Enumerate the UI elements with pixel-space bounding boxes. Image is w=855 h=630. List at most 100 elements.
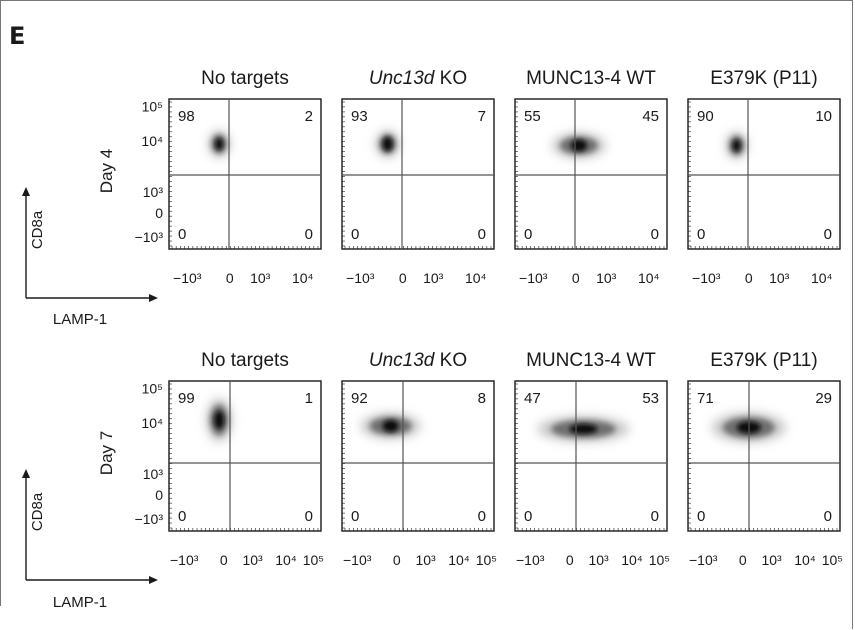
plot-frame <box>687 380 841 532</box>
quadrant-upper-left: 98 <box>178 108 195 125</box>
density-plot: 55 45 0 0 −10³ 0 10³ 10⁴ <box>514 98 668 286</box>
quadrant-lower-left: 0 <box>524 226 532 243</box>
quadrant-lower-left: 0 <box>178 226 186 243</box>
density-plot: 92 8 0 0 −10³ 0 10³ 10⁴ 10⁵ <box>341 380 497 568</box>
quadrant-lower-left: 0 <box>351 226 359 243</box>
x-axis-label: LAMP-1 <box>53 311 107 328</box>
density-core <box>214 411 225 429</box>
x-tick-label: 10⁴ <box>638 270 660 286</box>
quadrant-lower-left: 0 <box>697 508 705 525</box>
condition-title: MUNC13-4 WT <box>526 68 656 89</box>
x-tick-label: 0 <box>739 552 747 568</box>
x-tick-label: −10³ <box>689 552 718 568</box>
density-core <box>569 424 598 434</box>
density-core <box>732 139 741 152</box>
y-tick-label: −10³ <box>135 229 164 245</box>
condition-title: E379K (P11) <box>710 350 817 371</box>
quadrant-lower-right: 0 <box>305 226 313 243</box>
density-core <box>382 420 399 432</box>
x-tick-label: 10³ <box>423 270 444 286</box>
x-tick-label: 10⁵ <box>303 552 324 568</box>
x-tick-label: 10⁵ <box>649 552 670 568</box>
x-tick-label: 10³ <box>242 552 263 568</box>
density-plot: 47 53 0 0 −10³ 0 10³ 10⁴ 10⁵ <box>514 380 670 568</box>
x-tick-label: −10³ <box>346 270 375 286</box>
condition-title-text: No targets <box>201 68 289 89</box>
plot-frame <box>514 98 668 250</box>
x-tick-label: −10³ <box>519 270 548 286</box>
quadrant-upper-right: 8 <box>478 390 486 407</box>
quadrant-lower-right: 0 <box>651 226 659 243</box>
condition-title-text: E379K (P11) <box>710 68 817 89</box>
x-tick-label: 10³ <box>596 270 617 286</box>
x-tick-label: −10³ <box>173 270 202 286</box>
x-axis-arrow-head <box>149 576 158 584</box>
x-tick-label: 10³ <box>250 270 271 286</box>
density-plot: 71 29 0 0 −10³ 0 10³ 10⁴ 10⁵ <box>687 380 843 568</box>
density-plot: 90 10 0 0 −10³ 0 10³ 10⁴ <box>687 98 841 286</box>
x-tick-label: 10⁴ <box>465 270 487 286</box>
y-axis-arrow-head <box>22 187 30 196</box>
y-axis-label: CD8a <box>29 492 46 531</box>
quadrant-upper-left: 99 <box>178 390 195 407</box>
quadrant-upper-right: 53 <box>642 390 659 407</box>
quadrant-upper-left: 92 <box>351 390 368 407</box>
x-tick-label: 10³ <box>415 552 436 568</box>
quadrant-upper-left: 47 <box>524 390 541 407</box>
quadrant-lower-right: 0 <box>305 508 313 525</box>
x-tick-label: 10³ <box>769 270 790 286</box>
quadrant-upper-left: 71 <box>697 390 714 407</box>
x-tick-label: −10³ <box>692 270 721 286</box>
x-tick-label: 10³ <box>588 552 609 568</box>
quadrant-lower-left: 0 <box>351 508 359 525</box>
y-tick-label: 10⁴ <box>141 415 163 431</box>
quadrant-upper-right: 45 <box>642 108 659 125</box>
quadrant-upper-left: 90 <box>697 108 714 125</box>
plot-frame <box>514 380 668 532</box>
density-core <box>570 139 587 152</box>
x-tick-label: 0 <box>399 270 407 286</box>
quadrant-upper-left: 93 <box>351 108 368 125</box>
quadrant-lower-left: 0 <box>524 508 532 525</box>
condition-title-text: E379K (P11) <box>710 350 817 371</box>
y-tick-label: 10³ <box>143 184 164 200</box>
y-tick-label: 10⁵ <box>142 381 163 397</box>
row-label: Day 4 <box>97 149 116 193</box>
condition-title-italic: Unc13d <box>369 68 436 89</box>
x-tick-label: 10⁴ <box>794 552 816 568</box>
quadrant-lower-right: 0 <box>824 226 832 243</box>
quadrant-lower-right: 0 <box>478 226 486 243</box>
condition-title-italic: Unc13d <box>369 350 436 371</box>
plot-frame <box>168 98 322 250</box>
x-tick-label: 10³ <box>761 552 782 568</box>
density-plot: 98 2 0 0 −10³ 0 10³ 10⁴ <box>168 98 322 286</box>
condition-title: No targets <box>201 68 289 89</box>
x-tick-label: −10³ <box>343 552 372 568</box>
x-tick-label: 10⁴ <box>621 552 643 568</box>
condition-title: Unc13d KO <box>369 68 467 89</box>
x-tick-label: 0 <box>566 552 574 568</box>
x-axis-label: LAMP-1 <box>53 594 107 611</box>
y-axis-label: CD8a <box>29 210 46 249</box>
quadrant-upper-right: 10 <box>815 108 832 125</box>
quadrant-upper-left: 55 <box>524 108 541 125</box>
y-axis-arrow-head <box>22 469 30 478</box>
condition-title-text: KO <box>434 68 467 89</box>
density-plot: 99 1 0 0 −10³ 0 10³ 10⁴ 10⁵ <box>168 380 324 568</box>
plot-frame <box>341 98 495 250</box>
quadrant-upper-right: 29 <box>815 390 832 407</box>
x-tick-label: 10⁴ <box>448 552 470 568</box>
condition-title-text: MUNC13-4 WT <box>526 350 656 371</box>
quadrant-lower-right: 0 <box>824 508 832 525</box>
condition-title: E379K (P11) <box>710 68 817 89</box>
plot-frame <box>168 380 322 532</box>
panel-letter: E <box>9 22 26 50</box>
quadrant-lower-left: 0 <box>697 226 705 243</box>
quadrant-lower-right: 0 <box>651 508 659 525</box>
condition-title: Unc13d KO <box>369 350 467 371</box>
plot-frame <box>687 98 841 250</box>
